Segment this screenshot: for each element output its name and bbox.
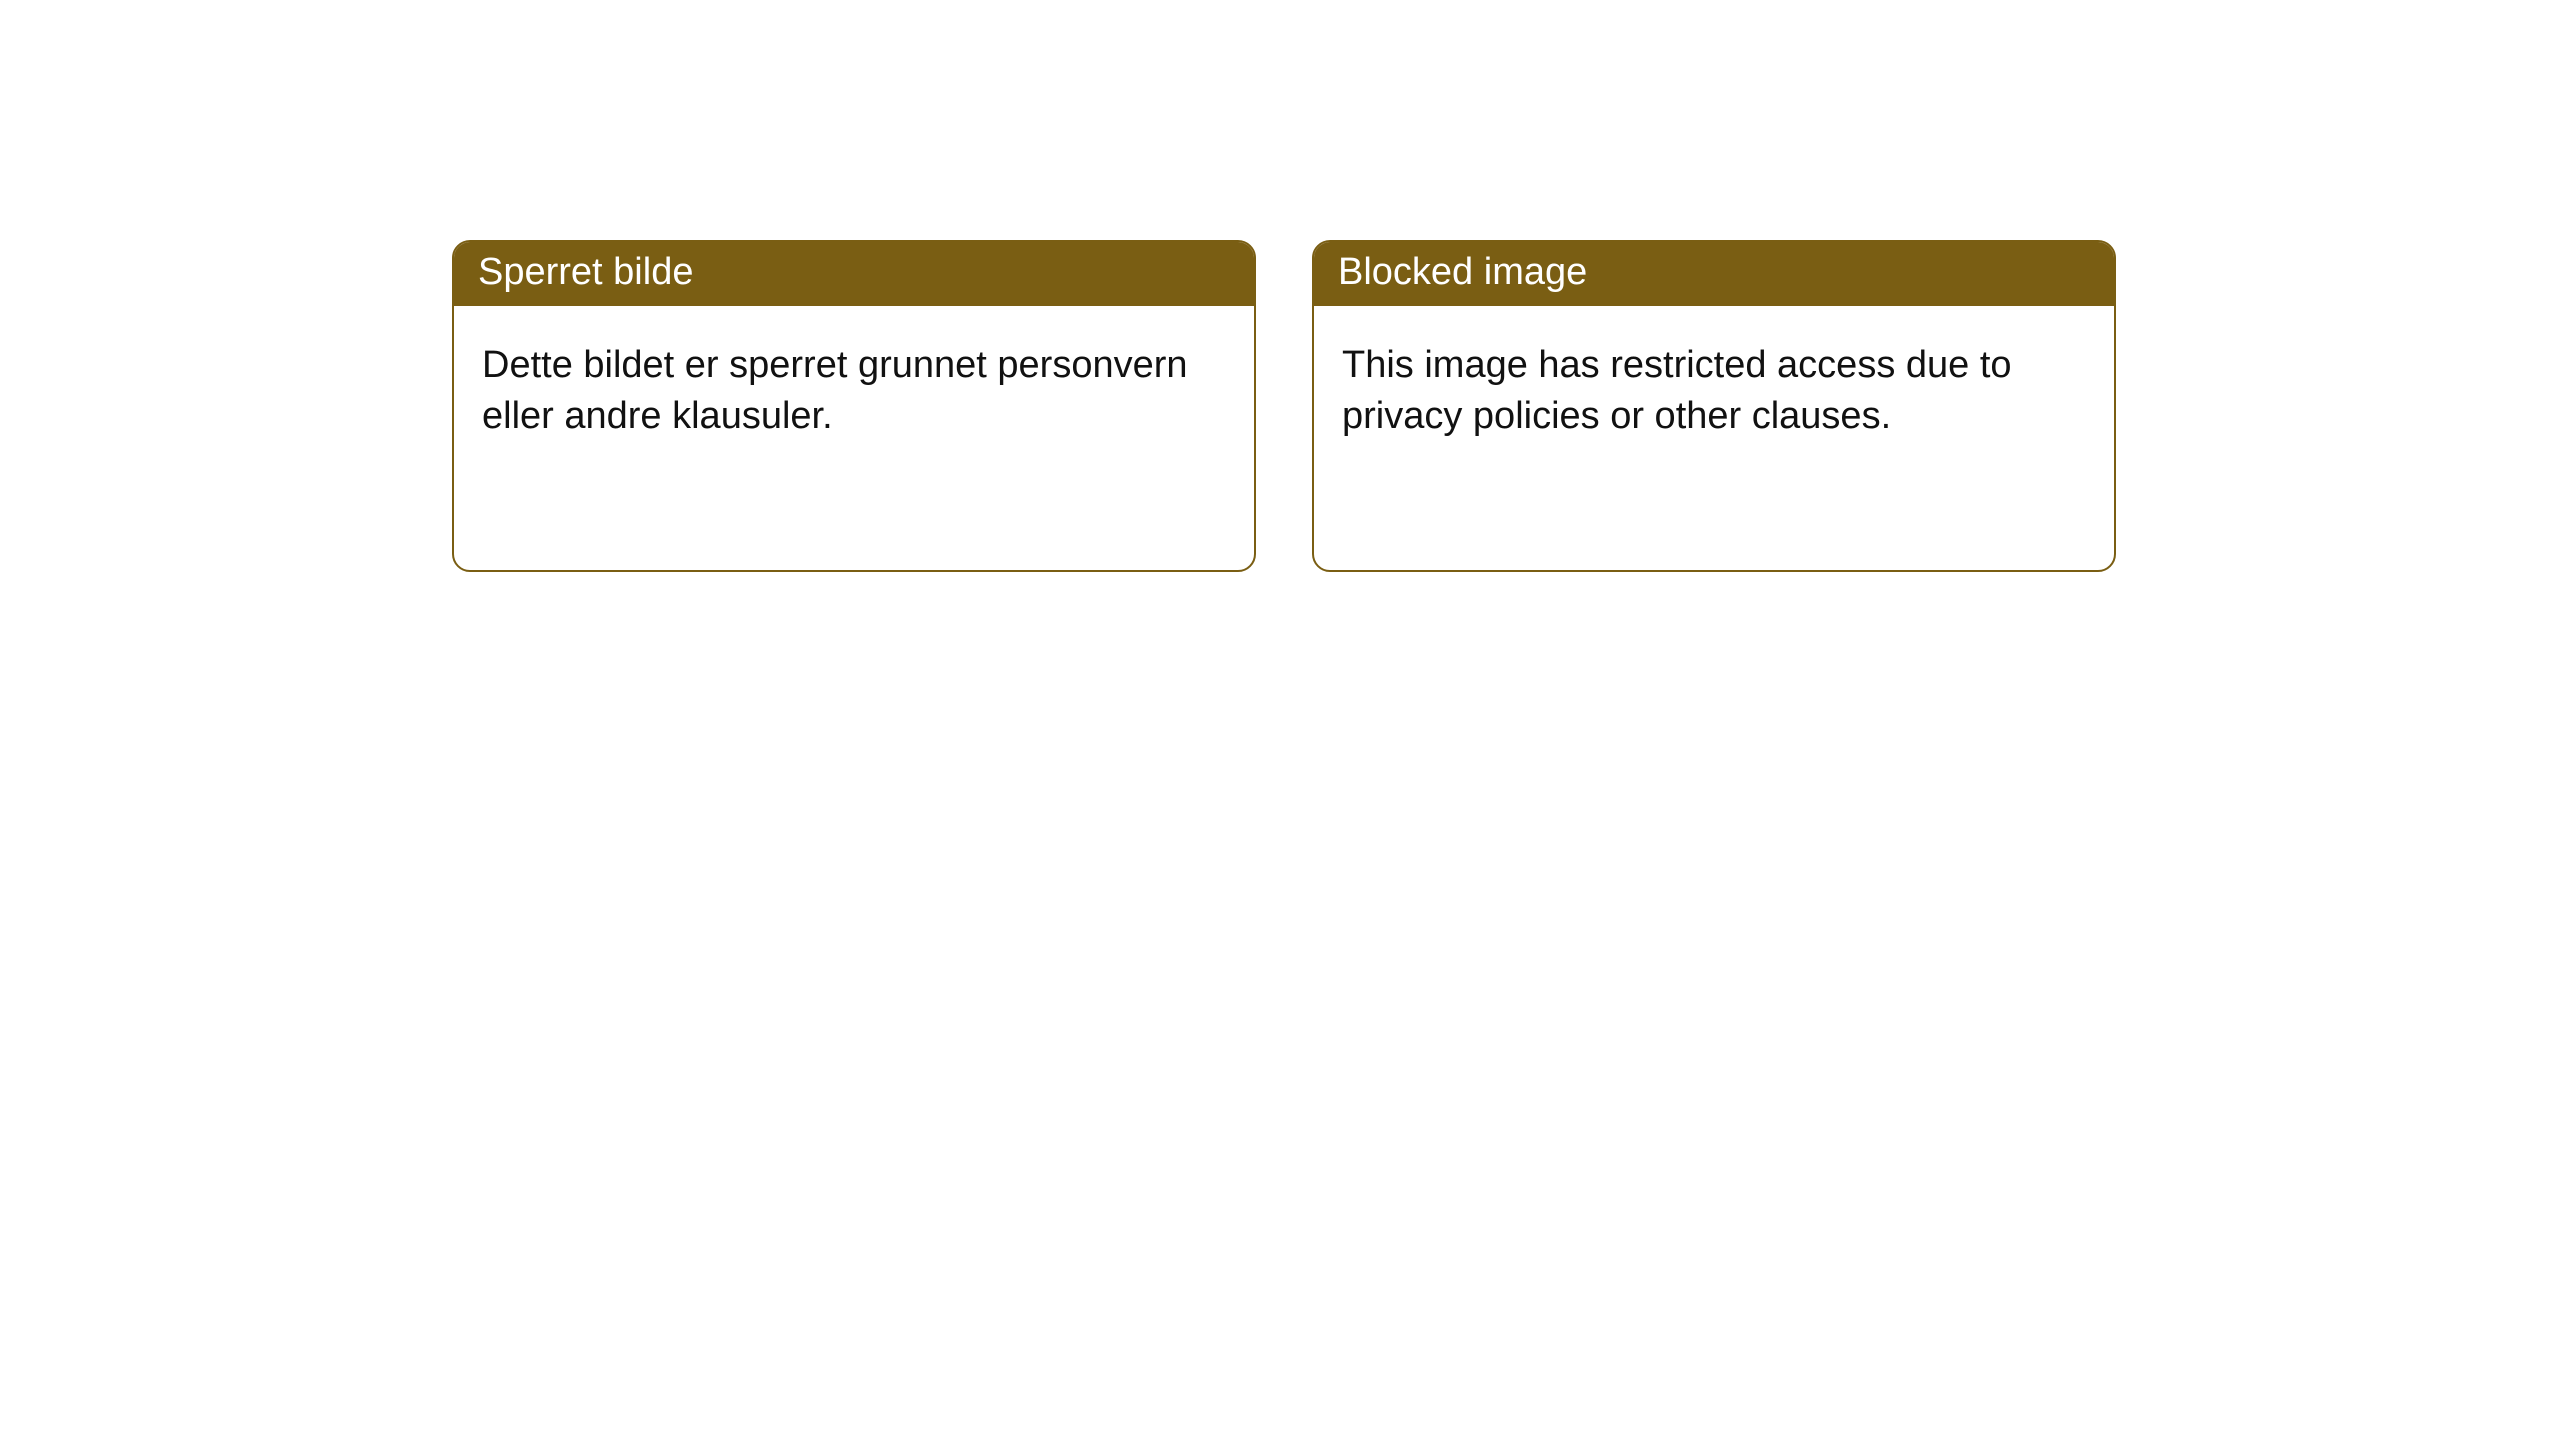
notice-card-english: Blocked image This image has restricted … [1312, 240, 2116, 572]
notice-body-english: This image has restricted access due to … [1314, 306, 2114, 471]
notice-title-norwegian: Sperret bilde [454, 242, 1254, 306]
notice-title-english: Blocked image [1314, 242, 2114, 306]
notice-body-norwegian: Dette bildet er sperret grunnet personve… [454, 306, 1254, 471]
notice-container: Sperret bilde Dette bildet er sperret gr… [0, 0, 2560, 572]
notice-card-norwegian: Sperret bilde Dette bildet er sperret gr… [452, 240, 1256, 572]
